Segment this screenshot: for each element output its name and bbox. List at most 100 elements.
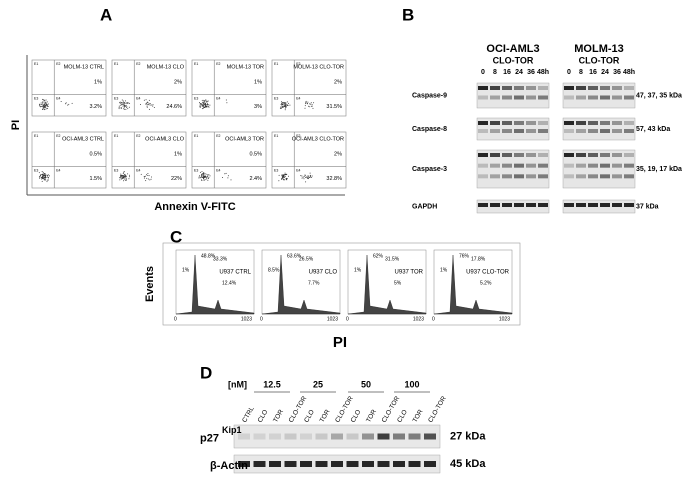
event-dot bbox=[145, 174, 147, 176]
percent-label: 63.6% bbox=[287, 253, 302, 259]
event-dot bbox=[126, 102, 128, 104]
event-dot bbox=[202, 101, 204, 103]
event-dot bbox=[122, 103, 124, 105]
event-dot bbox=[123, 180, 125, 182]
percent-label: 62% bbox=[373, 253, 384, 259]
event-dot bbox=[129, 102, 131, 104]
band bbox=[624, 121, 634, 125]
event-dot bbox=[46, 103, 48, 105]
lower-right-percent: 32.8% bbox=[326, 176, 342, 182]
event-dot bbox=[146, 106, 148, 108]
band bbox=[424, 433, 436, 440]
band bbox=[538, 121, 548, 125]
event-dot bbox=[121, 175, 123, 177]
quadrant-label: E1 bbox=[274, 62, 278, 66]
band bbox=[564, 203, 574, 207]
event-dot bbox=[201, 103, 203, 105]
event-dot bbox=[285, 106, 287, 108]
event-dot bbox=[278, 174, 280, 176]
lower-right-percent: 1.5% bbox=[89, 176, 102, 182]
quadrant-label: E3 bbox=[274, 97, 278, 101]
band bbox=[377, 433, 390, 440]
event-dot bbox=[145, 99, 147, 101]
event-dot bbox=[125, 179, 127, 181]
band bbox=[600, 153, 610, 157]
quadrant-label: E1 bbox=[34, 134, 38, 138]
event-dot bbox=[280, 107, 282, 109]
event-dot bbox=[123, 175, 125, 177]
event-dot bbox=[123, 108, 125, 110]
event-dot bbox=[281, 102, 283, 104]
event-dot bbox=[284, 103, 286, 105]
lower-right-percent: 22% bbox=[171, 176, 182, 182]
event-dot bbox=[201, 171, 203, 173]
event-dot bbox=[46, 101, 48, 103]
percent-label: 1% bbox=[354, 267, 362, 273]
event-dot bbox=[208, 177, 210, 179]
event-dot bbox=[119, 102, 121, 104]
event-dot bbox=[128, 178, 130, 180]
event-dot bbox=[286, 104, 288, 106]
event-dot bbox=[282, 174, 284, 176]
band bbox=[538, 86, 548, 90]
timepoint: 8 bbox=[493, 69, 497, 76]
event-dot bbox=[226, 102, 228, 104]
event-dot bbox=[200, 102, 202, 104]
event-dot bbox=[306, 177, 308, 179]
band bbox=[331, 433, 343, 440]
event-dot bbox=[207, 106, 209, 108]
x-axis-label: PI bbox=[333, 334, 347, 351]
quadrant-label: E1 bbox=[274, 134, 278, 138]
event-dot bbox=[304, 105, 306, 107]
event-dot bbox=[124, 104, 126, 106]
event-dot bbox=[42, 175, 44, 177]
protein-label: GAPDH bbox=[412, 203, 437, 210]
event-dot bbox=[206, 174, 208, 176]
event-dot bbox=[281, 174, 283, 176]
x-max: 1023 bbox=[327, 316, 338, 322]
y-axis-label: Events bbox=[144, 266, 156, 302]
band bbox=[624, 86, 634, 90]
event-dot bbox=[41, 174, 43, 176]
panel-label: D bbox=[200, 363, 212, 382]
lane-label: TOR bbox=[319, 408, 332, 424]
quadrant-label: E1 bbox=[114, 62, 118, 66]
event-dot bbox=[123, 106, 125, 108]
percent-label: 31.5% bbox=[385, 256, 400, 262]
quadrant-label: E3 bbox=[194, 169, 198, 173]
band bbox=[538, 95, 548, 100]
band bbox=[514, 86, 524, 90]
event-dot bbox=[209, 104, 211, 106]
band bbox=[576, 153, 586, 157]
event-dot bbox=[123, 178, 125, 180]
event-dot bbox=[286, 173, 288, 175]
band bbox=[490, 203, 500, 207]
size-label: 35, 19, 17 kDa bbox=[636, 166, 682, 173]
event-dot bbox=[44, 177, 46, 179]
event-dot bbox=[146, 177, 148, 179]
band bbox=[588, 129, 598, 133]
event-dot bbox=[43, 177, 45, 179]
event-dot bbox=[205, 175, 207, 177]
plot-title: MOLM-13 TOR bbox=[227, 64, 264, 70]
band bbox=[490, 121, 500, 125]
band bbox=[362, 461, 374, 467]
event-dot bbox=[42, 173, 44, 175]
band bbox=[564, 86, 574, 90]
event-dot bbox=[288, 102, 290, 104]
event-dot bbox=[282, 178, 284, 180]
band bbox=[588, 153, 598, 157]
event-dot bbox=[60, 101, 62, 103]
event-dot bbox=[44, 100, 46, 102]
treatment: CLO-TOR bbox=[579, 55, 620, 65]
band bbox=[490, 95, 500, 100]
lane-label: CLO bbox=[257, 409, 270, 424]
event-dot bbox=[128, 106, 130, 108]
event-dot bbox=[283, 104, 285, 106]
percent-label: 26.5% bbox=[299, 256, 314, 262]
band bbox=[564, 129, 574, 133]
event-dot bbox=[122, 172, 124, 174]
event-dot bbox=[198, 102, 200, 104]
event-dot bbox=[121, 99, 123, 101]
band bbox=[502, 174, 512, 179]
